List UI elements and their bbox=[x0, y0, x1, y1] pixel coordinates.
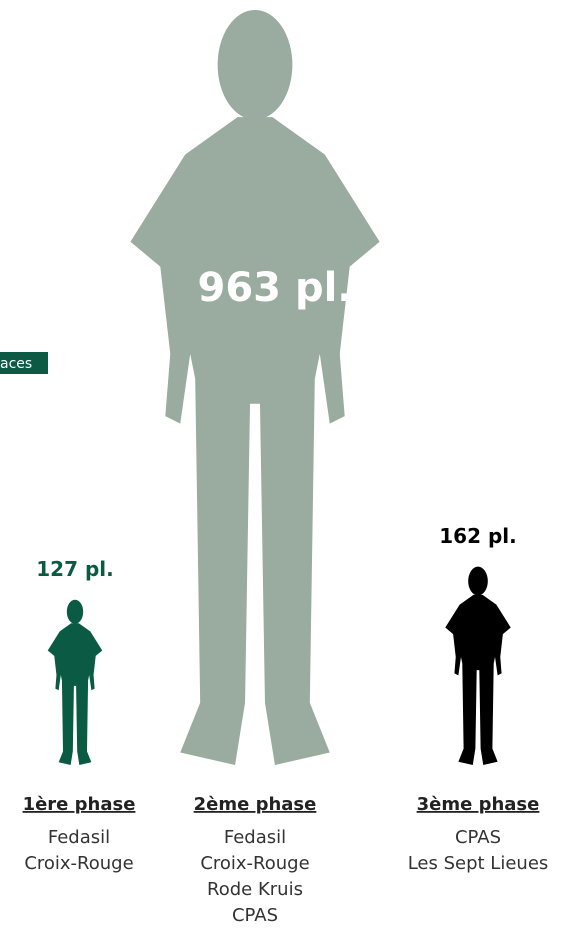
phase-label: 2ème phase bbox=[194, 794, 317, 815]
annotation: aces bbox=[0, 356, 32, 372]
head bbox=[66, 599, 84, 624]
detail: CPAS bbox=[455, 827, 501, 848]
annotation-box bbox=[0, 352, 48, 374]
body bbox=[130, 117, 380, 765]
silhouette bbox=[47, 599, 103, 765]
value-label: 127 pl. bbox=[36, 557, 113, 581]
detail: Croix-Rouge bbox=[200, 853, 309, 874]
value-label: 963 pl. bbox=[198, 265, 353, 311]
detail: Les Sept Lieues bbox=[408, 853, 549, 874]
silhouette bbox=[130, 9, 380, 765]
detail: Rode Kruis bbox=[207, 879, 303, 900]
phase-label: 1ère phase bbox=[23, 794, 136, 815]
phase-label: 3ème phase bbox=[417, 794, 540, 815]
detail: Fedasil bbox=[48, 827, 110, 848]
detail: CPAS bbox=[232, 905, 278, 926]
detail: Croix-Rouge bbox=[24, 853, 133, 874]
detail: Fedasil bbox=[224, 827, 286, 848]
body bbox=[445, 594, 511, 765]
body bbox=[47, 623, 103, 765]
head bbox=[217, 9, 293, 120]
value-label: 162 pl. bbox=[439, 524, 516, 548]
silhouette bbox=[445, 566, 511, 765]
head bbox=[468, 566, 488, 596]
